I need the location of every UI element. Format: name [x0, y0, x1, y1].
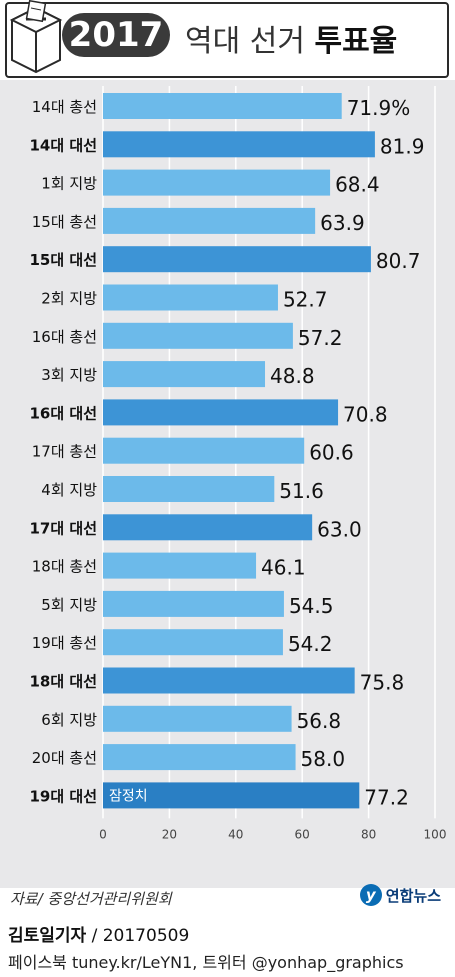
- category-label: 18대 총선: [32, 558, 97, 576]
- value-label: 80.7: [376, 249, 421, 273]
- bar: [103, 437, 305, 464]
- category-label: 15대 대선: [30, 251, 98, 269]
- social-links: 페이스북 tuney.kr/LeYN1, 트위터 @yonhap_graphic…: [8, 953, 404, 972]
- bar: [103, 131, 375, 158]
- category-label: 15대 총선: [32, 213, 97, 231]
- yonhap-logo: y 연합뉴스: [359, 884, 441, 906]
- category-label: 17대 총선: [32, 443, 97, 461]
- x-tick-label: 0: [99, 827, 107, 841]
- bar: [103, 246, 371, 273]
- source-note: 자료/ 중앙선거관리위원회: [10, 890, 172, 908]
- author-name: 김토일기자: [8, 926, 87, 946]
- value-label: 70.8: [343, 402, 388, 426]
- category-label: 19대 총선: [32, 634, 97, 652]
- ballot-box-icon: [9, 0, 63, 74]
- category-label: 4회 지방: [41, 481, 97, 499]
- value-label: 71.9%: [347, 96, 411, 120]
- title-bold: 투표율: [314, 24, 398, 59]
- bar: [103, 667, 355, 694]
- bar: [103, 744, 296, 771]
- title-light: 역대 선거: [185, 24, 305, 59]
- bar: [103, 169, 331, 196]
- category-label: 18대 대선: [30, 673, 98, 691]
- value-label: 60.6: [309, 441, 354, 465]
- bar: [103, 514, 313, 541]
- x-tick-label: 20: [162, 827, 177, 841]
- bar: [103, 629, 283, 656]
- bar: [103, 782, 360, 809]
- value-label: 57.2: [298, 326, 343, 350]
- bar: [103, 552, 257, 579]
- turnout-bar-chart: 0 20 40 60 80 100 14대 총선 71.9% 14대 대선 81.9 1회 지방 68…: [30, 86, 447, 841]
- yonhap-logo-icon: y: [359, 884, 382, 906]
- category-label: 6회 지방: [41, 711, 97, 729]
- value-label: 58.0: [301, 747, 346, 771]
- x-tick-label: 80: [361, 827, 376, 841]
- value-label: 48.8: [270, 364, 315, 388]
- category-label: 5회 지방: [41, 596, 97, 614]
- bar: [103, 476, 275, 502]
- value-label: 63.9: [320, 211, 365, 235]
- page-title: 역대 선거 투표율: [185, 16, 397, 60]
- category-label: 16대 총선: [32, 328, 97, 346]
- x-tick-label: 40: [228, 827, 243, 841]
- bar: [103, 322, 293, 349]
- x-tick-label: 60: [295, 827, 310, 841]
- yonhap-logo-text: 연합뉴스: [385, 886, 441, 905]
- bar: [103, 93, 342, 119]
- category-label: 2회 지방: [41, 290, 97, 308]
- bar: [103, 590, 284, 617]
- value-label: 46.1: [261, 556, 306, 580]
- header: 2017 역대 선거 투표율: [0, 0, 455, 80]
- value-label: 54.2: [288, 632, 333, 656]
- value-label: 81.9: [380, 134, 425, 158]
- category-label: 1회 지방: [41, 175, 97, 193]
- chart-panel: 0 20 40 60 80 100 14대 총선 71.9% 14대 대선 81.9 1회 지방 68…: [0, 80, 455, 888]
- credit-line: 김토일기자 / 20170509: [8, 921, 189, 946]
- category-label: 14대 대선: [30, 136, 98, 154]
- category-label: 16대 대선: [30, 404, 98, 422]
- value-label: 68.4: [335, 173, 380, 197]
- bar: [103, 399, 339, 426]
- value-label: 75.8: [360, 671, 405, 695]
- x-tick-label: 100: [424, 827, 447, 841]
- value-label: 54.5: [289, 594, 334, 618]
- publish-date: / 20170509: [86, 926, 190, 946]
- category-label: 3회 지방: [41, 366, 97, 384]
- category-label: 17대 대선: [30, 519, 98, 537]
- bar: [103, 705, 292, 732]
- bar: [103, 284, 278, 311]
- value-label: 51.6: [279, 479, 324, 503]
- provisional-annotation: 잠정치: [109, 788, 148, 804]
- value-label: 63.0: [317, 517, 362, 541]
- value-label: 77.2: [364, 785, 409, 809]
- category-label: 20대 총선: [32, 749, 97, 767]
- title-year-badge: 2017: [62, 13, 170, 57]
- bar: [103, 207, 316, 234]
- category-label: 14대 총선: [32, 98, 97, 116]
- value-label: 56.8: [297, 709, 342, 733]
- bar: [103, 361, 266, 388]
- category-label: 19대 대선: [30, 787, 98, 805]
- value-label: 52.7: [283, 288, 328, 312]
